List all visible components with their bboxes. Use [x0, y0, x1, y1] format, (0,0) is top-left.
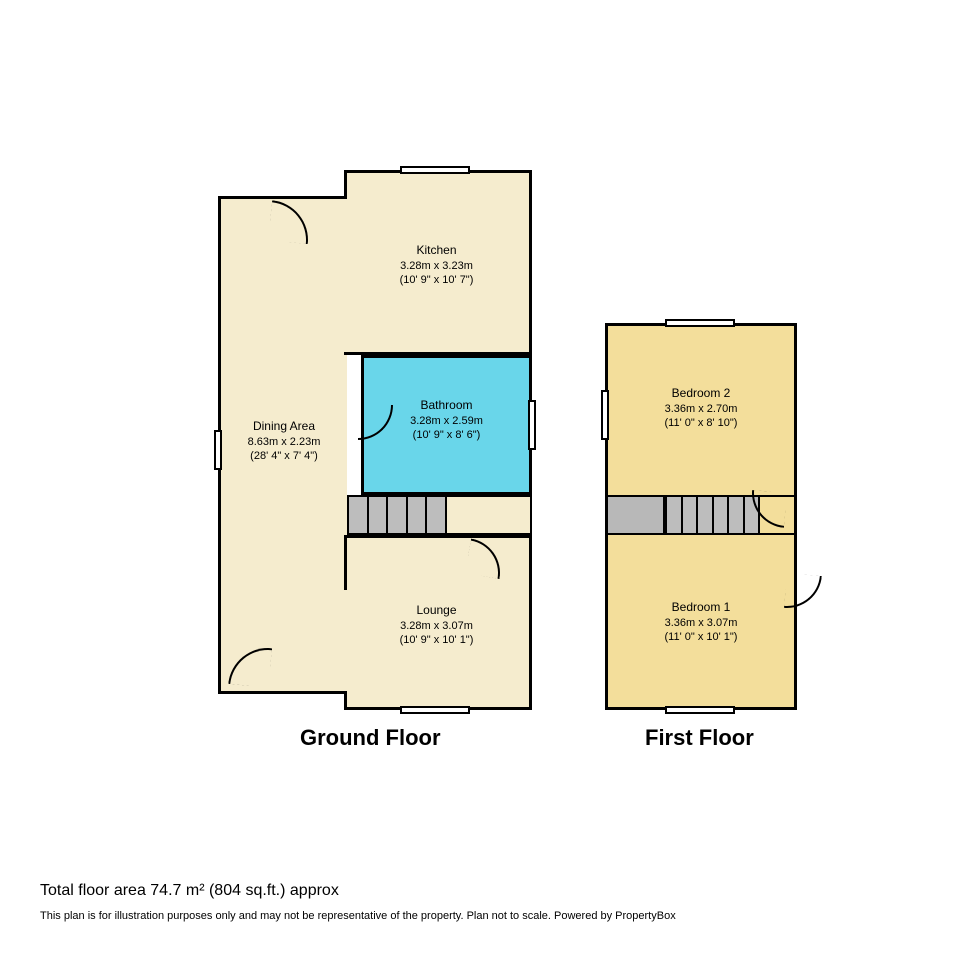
- disclaimer-text: This plan is for illustration purposes o…: [40, 910, 676, 922]
- window-bathroom-right: [528, 400, 536, 450]
- bed1-name: Bedroom 1: [608, 600, 794, 616]
- lounge-name: Lounge: [344, 603, 529, 619]
- lounge-dim-ft: (10' 9" x 10' 1"): [344, 633, 529, 647]
- dining-name: Dining Area: [221, 419, 347, 435]
- stairs-first: [665, 495, 760, 535]
- window-bed2-top: [665, 319, 735, 327]
- outline-step-bottom: [344, 691, 347, 710]
- room-dining: Dining Area 8.63m x 2.23m (28' 4" x 7' 4…: [218, 196, 347, 694]
- room-lounge: Lounge 3.28m x 3.07m (10' 9" x 10' 1"): [344, 535, 532, 710]
- floorplan-canvas: Dining Area 8.63m x 2.23m (28' 4" x 7' 4…: [0, 0, 980, 980]
- bed2-name: Bedroom 2: [608, 386, 794, 402]
- window-dining-left: [214, 430, 222, 470]
- lounge-dim-m: 3.28m x 3.07m: [344, 619, 529, 633]
- seam-dining-kitchen: [341, 199, 351, 352]
- landing-ground: [447, 495, 532, 535]
- seam-dining-lounge: [341, 590, 351, 690]
- dining-dim-m: 8.63m x 2.23m: [221, 435, 347, 449]
- first-floor-title: First Floor: [645, 725, 754, 751]
- kitchen-name: Kitchen: [344, 243, 529, 259]
- landing-first-left: [605, 495, 665, 535]
- bed2-dim-m: 3.36m x 2.70m: [608, 402, 794, 416]
- window-kitchen-top: [400, 166, 470, 174]
- bed2-dim-ft: (11' 0" x 8' 10"): [608, 416, 794, 430]
- dining-dim-ft: (28' 4" x 7' 4"): [221, 449, 347, 463]
- room-bed1: Bedroom 1 3.36m x 3.07m (11' 0" x 10' 1"…: [605, 535, 797, 710]
- first-outline-right: [794, 323, 797, 710]
- bed1-dim-ft: (11' 0" x 10' 1"): [608, 630, 794, 644]
- stairs-ground: [347, 495, 447, 535]
- ground-floor-title: Ground Floor: [300, 725, 441, 751]
- total-area-text: Total floor area 74.7 m² (804 sq.ft.) ap…: [40, 882, 339, 900]
- room-bed2: Bedroom 2 3.36m x 2.70m (11' 0" x 8' 10"…: [605, 323, 797, 495]
- window-lounge-bottom: [400, 706, 470, 714]
- window-bed1-bottom: [665, 706, 735, 714]
- first-outline-left: [605, 323, 608, 710]
- room-kitchen: Kitchen 3.28m x 3.23m (10' 9" x 10' 7"): [344, 170, 532, 355]
- kitchen-dim-m: 3.28m x 3.23m: [344, 259, 529, 273]
- bathroom-dim-ft: (10' 9" x 8' 6"): [364, 428, 529, 442]
- window-first-left: [601, 390, 609, 440]
- kitchen-dim-ft: (10' 9" x 10' 7"): [344, 273, 529, 287]
- bed1-dim-m: 3.36m x 3.07m: [608, 616, 794, 630]
- wall-stub-lounge: [344, 535, 347, 590]
- door-bed1: [784, 573, 822, 611]
- outline-step: [344, 170, 347, 199]
